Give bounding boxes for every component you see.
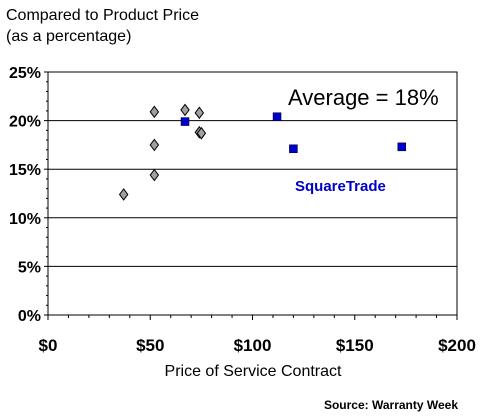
gridlines bbox=[48, 120, 457, 267]
y-tick-label: 15% bbox=[9, 162, 41, 179]
diamond-point bbox=[196, 126, 207, 140]
y-tick-label: 0% bbox=[18, 308, 41, 325]
x-tick-label: $100 bbox=[234, 336, 272, 355]
diamond-point bbox=[194, 106, 205, 120]
square-point bbox=[397, 142, 407, 152]
source-note: Source: Warranty Week bbox=[323, 398, 458, 412]
square-point bbox=[289, 144, 298, 154]
y-axis-label-line-1: Compared to Product Price bbox=[6, 7, 199, 24]
plot-area bbox=[47, 71, 458, 316]
square-point bbox=[272, 112, 282, 121]
y-axis-label-line-2: (as a percentage) bbox=[6, 28, 132, 45]
diamond-point bbox=[149, 105, 160, 119]
x-tick-label: $50 bbox=[136, 336, 164, 355]
square-point bbox=[180, 117, 190, 126]
diamond-point bbox=[180, 103, 190, 117]
x-tick-label: $0 bbox=[39, 336, 58, 355]
diamond-point bbox=[149, 168, 160, 182]
diamond-point bbox=[149, 138, 160, 152]
y-tick-label: 5% bbox=[18, 259, 41, 276]
x-tick-label: $200 bbox=[438, 336, 476, 355]
diamond-point bbox=[118, 188, 129, 201]
y-tick-label: 10% bbox=[9, 211, 41, 228]
average-annotation: Average = 18% bbox=[288, 85, 439, 110]
squaretrade-series-label: SquareTrade bbox=[295, 178, 386, 195]
x-tick-label: $150 bbox=[336, 336, 374, 355]
data-points bbox=[118, 103, 407, 201]
x-axis-label: Price of Service Contract bbox=[165, 363, 343, 380]
y-tick-label: 20% bbox=[9, 114, 41, 131]
axis-ticks: 0% 5% 10% 15% 20% 25% $0 $50 $100 $150 $200 bbox=[9, 65, 476, 355]
y-tick-label: 25% bbox=[9, 65, 41, 82]
